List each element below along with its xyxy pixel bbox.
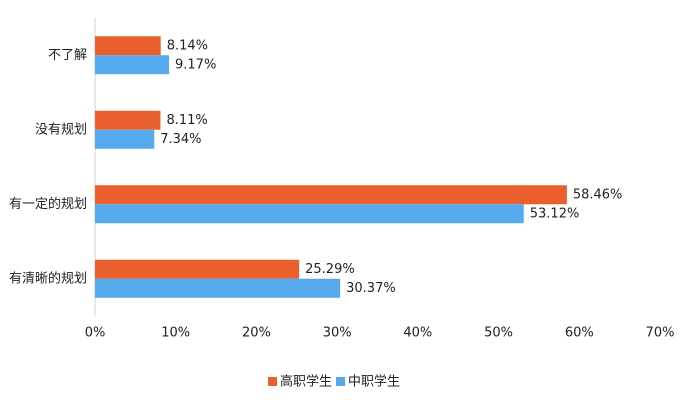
x-tick-label: 10%: [161, 326, 190, 341]
legend-swatch: [336, 377, 346, 386]
x-tick-label: 30%: [323, 326, 352, 341]
bar: [95, 110, 161, 130]
x-tick-label: 20%: [242, 326, 271, 341]
value-label: 25.29%: [305, 262, 355, 277]
bar: [95, 36, 161, 56]
x-tick-label: 70%: [646, 326, 675, 341]
y-tick-label: 不了解: [48, 48, 87, 63]
legend-swatch: [268, 377, 277, 386]
y-tick-label: 没有规划: [35, 122, 87, 137]
x-tick-label: 50%: [484, 326, 513, 341]
value-label: 8.11%: [166, 113, 207, 128]
bar: [95, 204, 524, 224]
value-label: 53.12%: [530, 206, 580, 221]
bar: [95, 55, 170, 75]
x-tick-label: 0%: [85, 326, 106, 341]
value-label: 9.17%: [175, 57, 216, 72]
value-label: 30.37%: [346, 281, 396, 296]
bar: [95, 278, 341, 298]
bar: [95, 185, 567, 205]
value-label: 8.14%: [167, 38, 208, 53]
value-label: 58.46%: [573, 187, 623, 202]
y-tick-label: 有清晰的规划: [9, 270, 87, 286]
bar: [95, 129, 155, 149]
value-label: 7.34%: [160, 132, 201, 147]
y-tick-label: 有一定的规划: [9, 196, 87, 212]
legend-label: 高职学生: [280, 374, 332, 390]
x-tick-label: 60%: [565, 326, 594, 341]
legend-label: 中职学生: [348, 374, 400, 390]
bar: [95, 259, 300, 279]
x-tick-label: 40%: [403, 326, 432, 341]
